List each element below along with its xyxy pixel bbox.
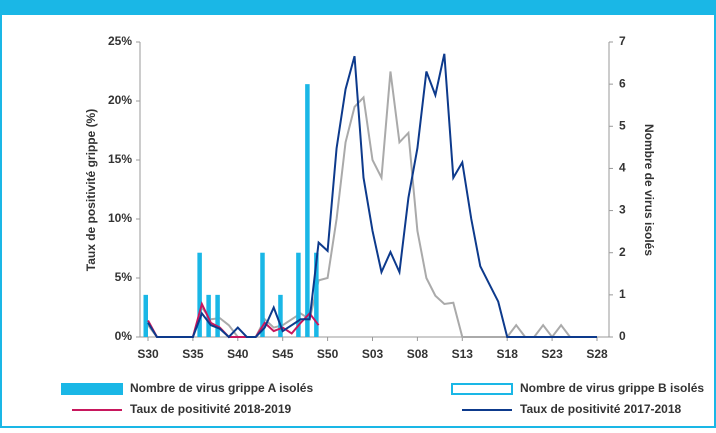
bar: [278, 294, 283, 337]
header-band: [0, 0, 716, 14]
y2-axis-title: Nombre de virus isolés: [642, 124, 656, 256]
legend-label: Taux de positivité 2018-2019: [130, 402, 292, 416]
legend-swatch: [61, 383, 123, 395]
frame: [0, 13, 716, 428]
bar: [215, 294, 220, 337]
bar: [305, 84, 310, 338]
legend-label: Nombre de virus grippe B isolés: [520, 381, 704, 395]
x-tick-label: S30: [137, 347, 159, 361]
line: [147, 71, 597, 339]
y-tick-label: 15%: [108, 152, 132, 166]
x-tick-label: S03: [362, 347, 384, 361]
x-tick-label: S23: [541, 347, 563, 361]
y-tick-label: 5%: [115, 270, 133, 284]
y2-tick-label: 0: [619, 329, 626, 343]
y-axis-title: Taux de positivité grippe (%): [84, 109, 98, 271]
y2-tick-label: 2: [619, 245, 626, 259]
x-tick-label: S35: [182, 347, 204, 361]
y-tick-label: 0%: [115, 329, 133, 343]
y-tick-label: 10%: [108, 211, 132, 225]
y2-tick-label: 6: [619, 76, 626, 90]
y2-tick-label: 4: [619, 161, 626, 175]
bar: [314, 252, 319, 337]
x-tick-label: S08: [407, 347, 429, 361]
y2-tick-label: 3: [619, 203, 626, 217]
x-tick-label: S40: [227, 347, 249, 361]
y2-tick-label: 7: [619, 34, 626, 48]
bar: [143, 294, 148, 337]
x-tick-label: S28: [586, 347, 608, 361]
y-tick-label: 20%: [108, 93, 132, 107]
bar: [197, 252, 202, 337]
legend-label: Nombre de virus grippe A isolés: [130, 381, 313, 395]
bar: [260, 252, 265, 337]
x-tick-label: S13: [452, 347, 474, 361]
legend-swatch: [451, 383, 513, 395]
y2-tick-label: 1: [619, 287, 626, 301]
x-tick-label: S18: [497, 347, 519, 361]
y-tick-label: 25%: [108, 34, 132, 48]
y2-tick-label: 5: [619, 118, 626, 132]
line: [147, 53, 597, 339]
legend-label: Taux de positivité 2017-2018: [520, 402, 682, 416]
x-tick-label: S50: [317, 347, 339, 361]
bar: [296, 252, 301, 337]
x-tick-label: S45: [272, 347, 294, 361]
